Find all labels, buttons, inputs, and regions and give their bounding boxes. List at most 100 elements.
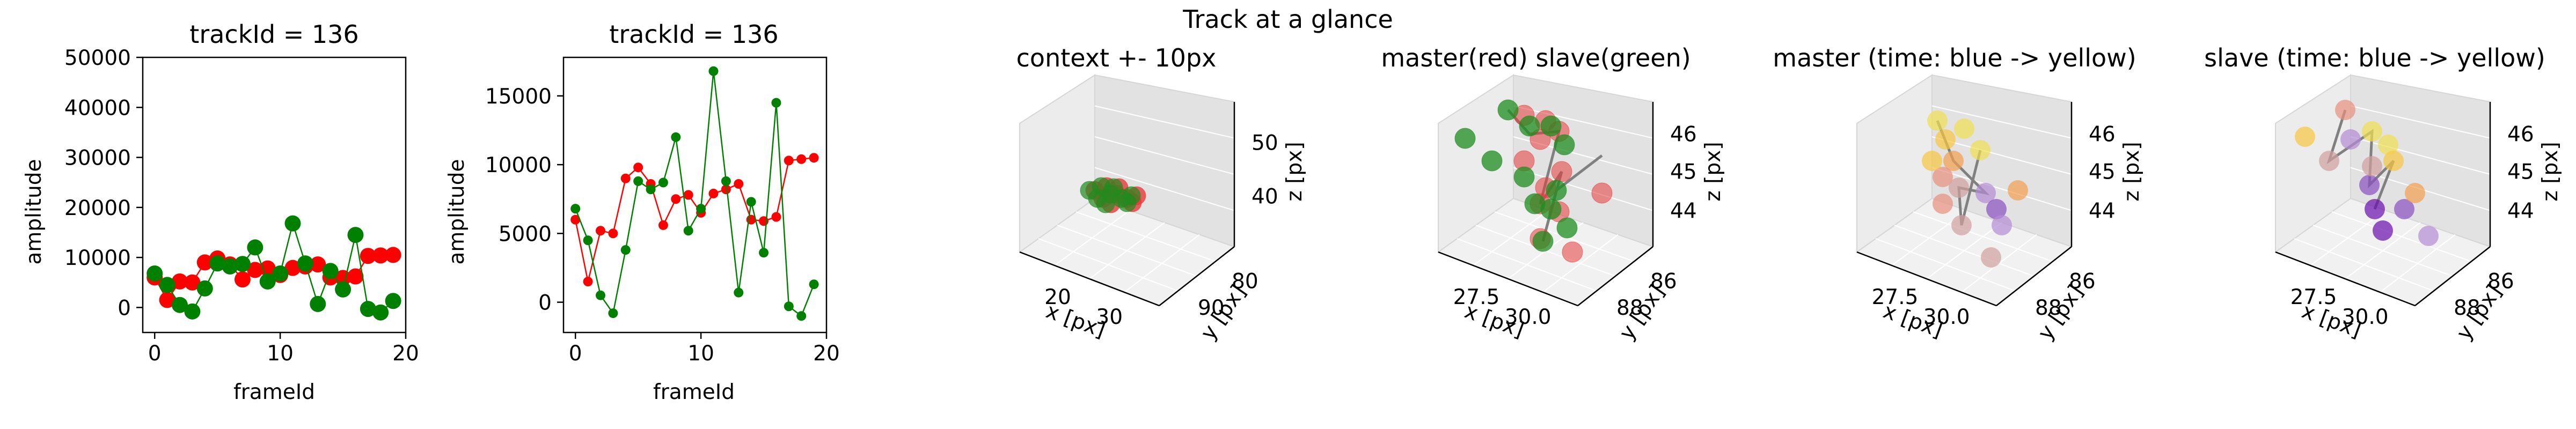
- data-point-green: [809, 279, 819, 290]
- z-axis-label: z [px]: [2538, 142, 2563, 201]
- data-point-red: [159, 292, 175, 308]
- data-point-green: [259, 273, 276, 290]
- grid-line: [1931, 105, 2072, 139]
- data-point-red: [583, 277, 593, 287]
- slave-point: [1519, 115, 1540, 137]
- x-tick-label: 30.0: [2342, 305, 2389, 329]
- slave-time-3d-chart: slave (time: blue -> yellow) 27.530.0 86 8…: [2204, 43, 2563, 344]
- slave-point: [1524, 193, 1546, 214]
- data-point-green: [372, 304, 389, 321]
- data-point-green: [746, 197, 756, 207]
- data-point-green: [247, 239, 264, 256]
- slave-point: [1481, 150, 1503, 172]
- data-point-red: [284, 260, 301, 276]
- slave-point: [1513, 166, 1535, 188]
- data-point-green: [646, 184, 656, 195]
- figure-suptitle: Track at a glance: [1182, 5, 1393, 34]
- y-axis: [2414, 246, 2491, 306]
- master-point: [1591, 182, 1613, 204]
- data-point-red: [570, 214, 581, 225]
- chart-title: slave (time: blue -> yellow): [2204, 43, 2545, 72]
- data-point-green: [297, 255, 313, 272]
- slave-point: [1540, 115, 1562, 137]
- data-point-green: [570, 204, 581, 214]
- z-tick-label: 45: [1670, 160, 1697, 184]
- data-point-red: [310, 256, 326, 273]
- z-axis-label: z [px]: [1701, 142, 1725, 201]
- slave-point: [1554, 134, 1575, 156]
- grid-line: [2345, 222, 2421, 279]
- x-tick-label: 30: [1096, 305, 1123, 329]
- slave-point: [1117, 193, 1137, 212]
- slave-point: [2418, 226, 2439, 246]
- data-point-green: [322, 263, 339, 279]
- grid-line: [1931, 167, 2072, 211]
- grid-line: [1542, 234, 1619, 293]
- slave-point: [1454, 128, 1476, 149]
- x-axis: [1438, 251, 1578, 307]
- grid-line: [2380, 234, 2456, 293]
- master-point: [1943, 151, 1964, 171]
- y-axis: [1577, 246, 1653, 306]
- master-point: [1954, 119, 1974, 139]
- y-axis-label: amplitude: [445, 159, 469, 264]
- slave-point: [2373, 220, 2393, 241]
- x-tick-label: 0: [148, 342, 162, 366]
- master-point: [1975, 183, 1996, 203]
- y-tick-label: 15000: [485, 85, 552, 109]
- y-tick-label: 86: [2487, 270, 2514, 294]
- x-tick-label: 0: [569, 342, 582, 366]
- data-point-red: [360, 248, 376, 264]
- data-point-green: [347, 227, 364, 243]
- plot-frame: [562, 56, 828, 334]
- y-tick-label: 80: [1232, 270, 1258, 294]
- slave-point: [2383, 151, 2404, 171]
- x-axis: [1019, 251, 1160, 307]
- data-point-red: [671, 194, 681, 204]
- y-tick-label: 88: [2454, 296, 2480, 320]
- slave-point: [1104, 178, 1123, 197]
- x-tick-label: 10: [267, 342, 294, 366]
- data-point-green: [696, 204, 706, 214]
- data-point-green: [385, 293, 401, 309]
- data-point-green: [583, 235, 593, 246]
- z-tick-label: 44: [2089, 199, 2116, 224]
- y-tick-label: 50000: [64, 46, 131, 70]
- data-point-red: [721, 184, 731, 195]
- y-tick-label: 20000: [64, 196, 131, 220]
- x-tick-label: 20: [813, 342, 840, 366]
- y-tick-label: 30000: [64, 146, 131, 171]
- data-point-green: [184, 303, 201, 320]
- grid-line: [1931, 136, 2072, 175]
- master-point: [1933, 167, 1953, 187]
- grid-line: [2331, 211, 2472, 262]
- grid-line: [1124, 234, 1200, 293]
- data-point-red: [385, 247, 401, 263]
- y-axis: [1159, 246, 1235, 306]
- y-tick-label: 10000: [485, 153, 552, 177]
- data-point-green: [595, 290, 605, 300]
- z-tick-label: 40: [1252, 185, 1278, 209]
- x-axis-label: frameId: [653, 380, 735, 404]
- data-point-red: [247, 262, 264, 278]
- master-point: [1992, 215, 2012, 235]
- grid-line: [1513, 167, 1653, 211]
- z-tick-label: 44: [1670, 199, 1697, 224]
- data-point-red: [196, 254, 213, 271]
- amplitude-chart-full-range: trackId = 136 frameId amplitude 0 10 20 0 10…: [22, 20, 419, 404]
- z-tick-label: 45: [2507, 160, 2534, 184]
- data-point-red: [347, 268, 364, 285]
- slave-point: [1556, 217, 1578, 239]
- slave-point: [2394, 199, 2414, 219]
- data-point-red: [683, 190, 693, 200]
- grid-line: [1094, 167, 1235, 211]
- master-time-3d-chart: master (time: blue -> yellow) 27.530.0 86…: [1773, 43, 2144, 344]
- grid-line: [1513, 105, 1653, 139]
- grid-line: [1094, 136, 1235, 175]
- chart-title: trackId = 136: [609, 20, 778, 49]
- master-point: [1562, 241, 1583, 263]
- master-point: [1927, 110, 1948, 131]
- x-tick-label: 20: [1044, 285, 1071, 309]
- y-tick-label: 0: [538, 291, 552, 315]
